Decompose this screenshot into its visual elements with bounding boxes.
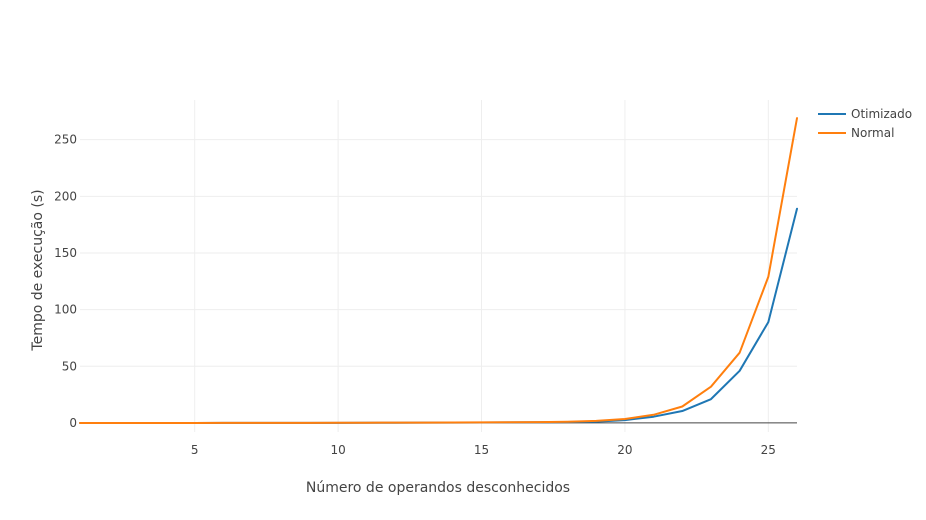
series-line-normal — [79, 117, 798, 424]
y-tick-label: 250 — [54, 133, 77, 147]
legend-label: Otimizado — [851, 107, 912, 121]
y-tick-label: 50 — [62, 359, 77, 373]
x-axis-title: Número de operandos desconhecidos — [306, 480, 570, 496]
y-tick-label: 150 — [54, 246, 77, 260]
y-tick-label: 200 — [54, 189, 77, 203]
series-lines — [79, 117, 798, 424]
x-axis-ticks: 5 10 15 20 25 — [191, 443, 776, 457]
legend-item-normal[interactable]: Normal — [818, 126, 894, 140]
x-tick-label: 25 — [761, 443, 776, 457]
y-tick-label: 0 — [69, 416, 77, 430]
x-tick-label: 20 — [617, 443, 632, 457]
y-axis-ticks: 0 50 100 150 200 250 — [54, 133, 77, 430]
legend-item-otimizado[interactable]: Otimizado — [818, 107, 912, 121]
y-axis-title: Tempo de execução (s) — [30, 189, 46, 351]
x-tick-label: 10 — [330, 443, 345, 457]
x-tick-label: 15 — [474, 443, 489, 457]
legend[interactable]: Otimizado Normal — [818, 107, 912, 140]
x-tick-label: 5 — [191, 443, 199, 457]
legend-label: Normal — [851, 126, 894, 140]
y-tick-label: 100 — [54, 303, 77, 317]
